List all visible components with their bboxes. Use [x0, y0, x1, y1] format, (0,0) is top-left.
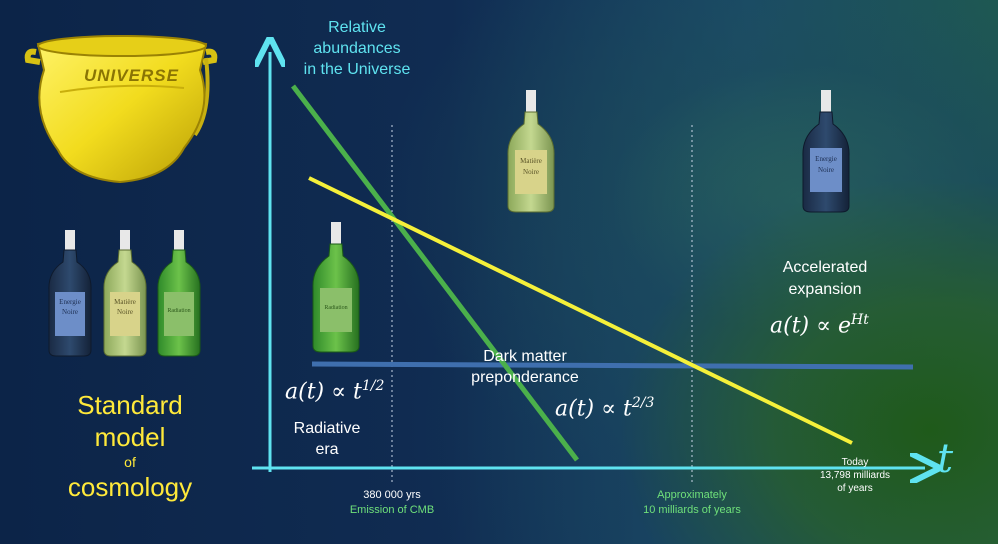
bottle-label-radiation-graph: Radiation: [324, 305, 348, 311]
universe-bucket: [24, 35, 218, 184]
bucket-label: UNIVERSE: [84, 66, 179, 85]
ten-billion-marker: Approximately 10 milliards of years: [643, 489, 741, 516]
x-axis-label: t: [937, 436, 954, 482]
cmb-marker: 380 000 yrs Emission of CMB: [349, 489, 435, 516]
bottle-radiation-graph: [312, 222, 360, 353]
bottle-dark-matter-graph: [507, 90, 555, 213]
page-title: Standard model of cosmology: [67, 390, 193, 502]
bottle-label-dark-matter-left: Matière Noire: [114, 298, 136, 316]
matter-formula: a(t) ∝ t2/3: [555, 395, 655, 422]
accelerated-era-title: Accelerated expansion: [782, 259, 868, 298]
bottle-label-radiation-left: Radiation: [167, 308, 191, 314]
radiative-era-label: Radiative era: [293, 420, 361, 458]
dark-energy-line: [311, 361, 914, 370]
bottle-dark-energy-left: [48, 230, 92, 357]
matter-era-title: Dark matter preponderance: [471, 348, 579, 386]
bottle-label-dark-energy-left: Energie Noire: [59, 298, 81, 316]
bottle-dark-energy-graph: [802, 90, 850, 213]
bottle-dark-matter-left: [103, 230, 147, 357]
radiation-line: [291, 84, 579, 462]
y-axis-label: Relative abundances in the Universe: [303, 19, 411, 78]
bottle-label-dark-energy-graph: Energie Noire: [815, 155, 837, 174]
radiative-formula: a(t) ∝ t1/2: [285, 378, 385, 405]
accelerated-formula: a(t) ∝ eHt: [770, 312, 869, 339]
bottle-label-dark-matter-graph: Matière Noire: [520, 157, 542, 176]
bottle-radiation-left: [157, 230, 201, 357]
today-marker: Today 13,798 milliards of years: [819, 457, 891, 494]
matter-line: [308, 176, 853, 445]
